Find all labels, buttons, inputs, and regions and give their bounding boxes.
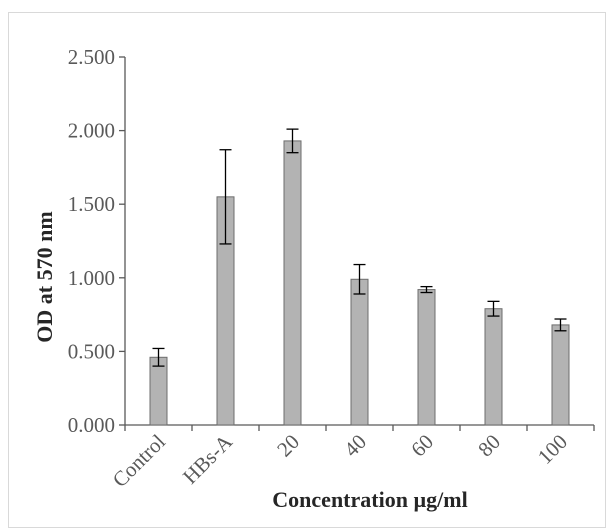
error-bars: [152, 128, 567, 367]
y-tick-label: 2.500: [68, 45, 115, 69]
x-tick-label: HBs-A: [178, 429, 238, 489]
bar: [283, 140, 302, 426]
y-tick-label: 1.500: [68, 192, 115, 216]
x-tick-label: 40: [339, 430, 371, 462]
x-tick-label: 20: [272, 430, 304, 462]
y-tick-label: 1.000: [68, 266, 115, 290]
y-tick-labels: 0.000 0.500 1.000 1.500 2.000 2.500: [68, 45, 115, 437]
bar: [417, 289, 436, 426]
y-tick-label: 0.000: [68, 413, 115, 437]
bar: [484, 308, 503, 426]
y-tick-label: 0.500: [68, 339, 115, 363]
x-axis-title: Concentration µg/ml: [272, 487, 467, 512]
x-tick-label: 100: [533, 430, 572, 469]
x-tick-label: Control: [108, 429, 170, 491]
y-tick-label: 2.000: [68, 119, 115, 143]
bar: [551, 324, 570, 426]
bar: [350, 278, 369, 426]
x-tick-label: 80: [473, 430, 505, 462]
x-tick-labels: Control HBs-A 20 40 60 80 100: [108, 429, 572, 492]
y-axis-title: OD at 570 nm: [32, 211, 57, 342]
chart-frame: [8, 12, 606, 528]
bar: [149, 356, 168, 426]
x-tick-label: 60: [406, 430, 438, 462]
